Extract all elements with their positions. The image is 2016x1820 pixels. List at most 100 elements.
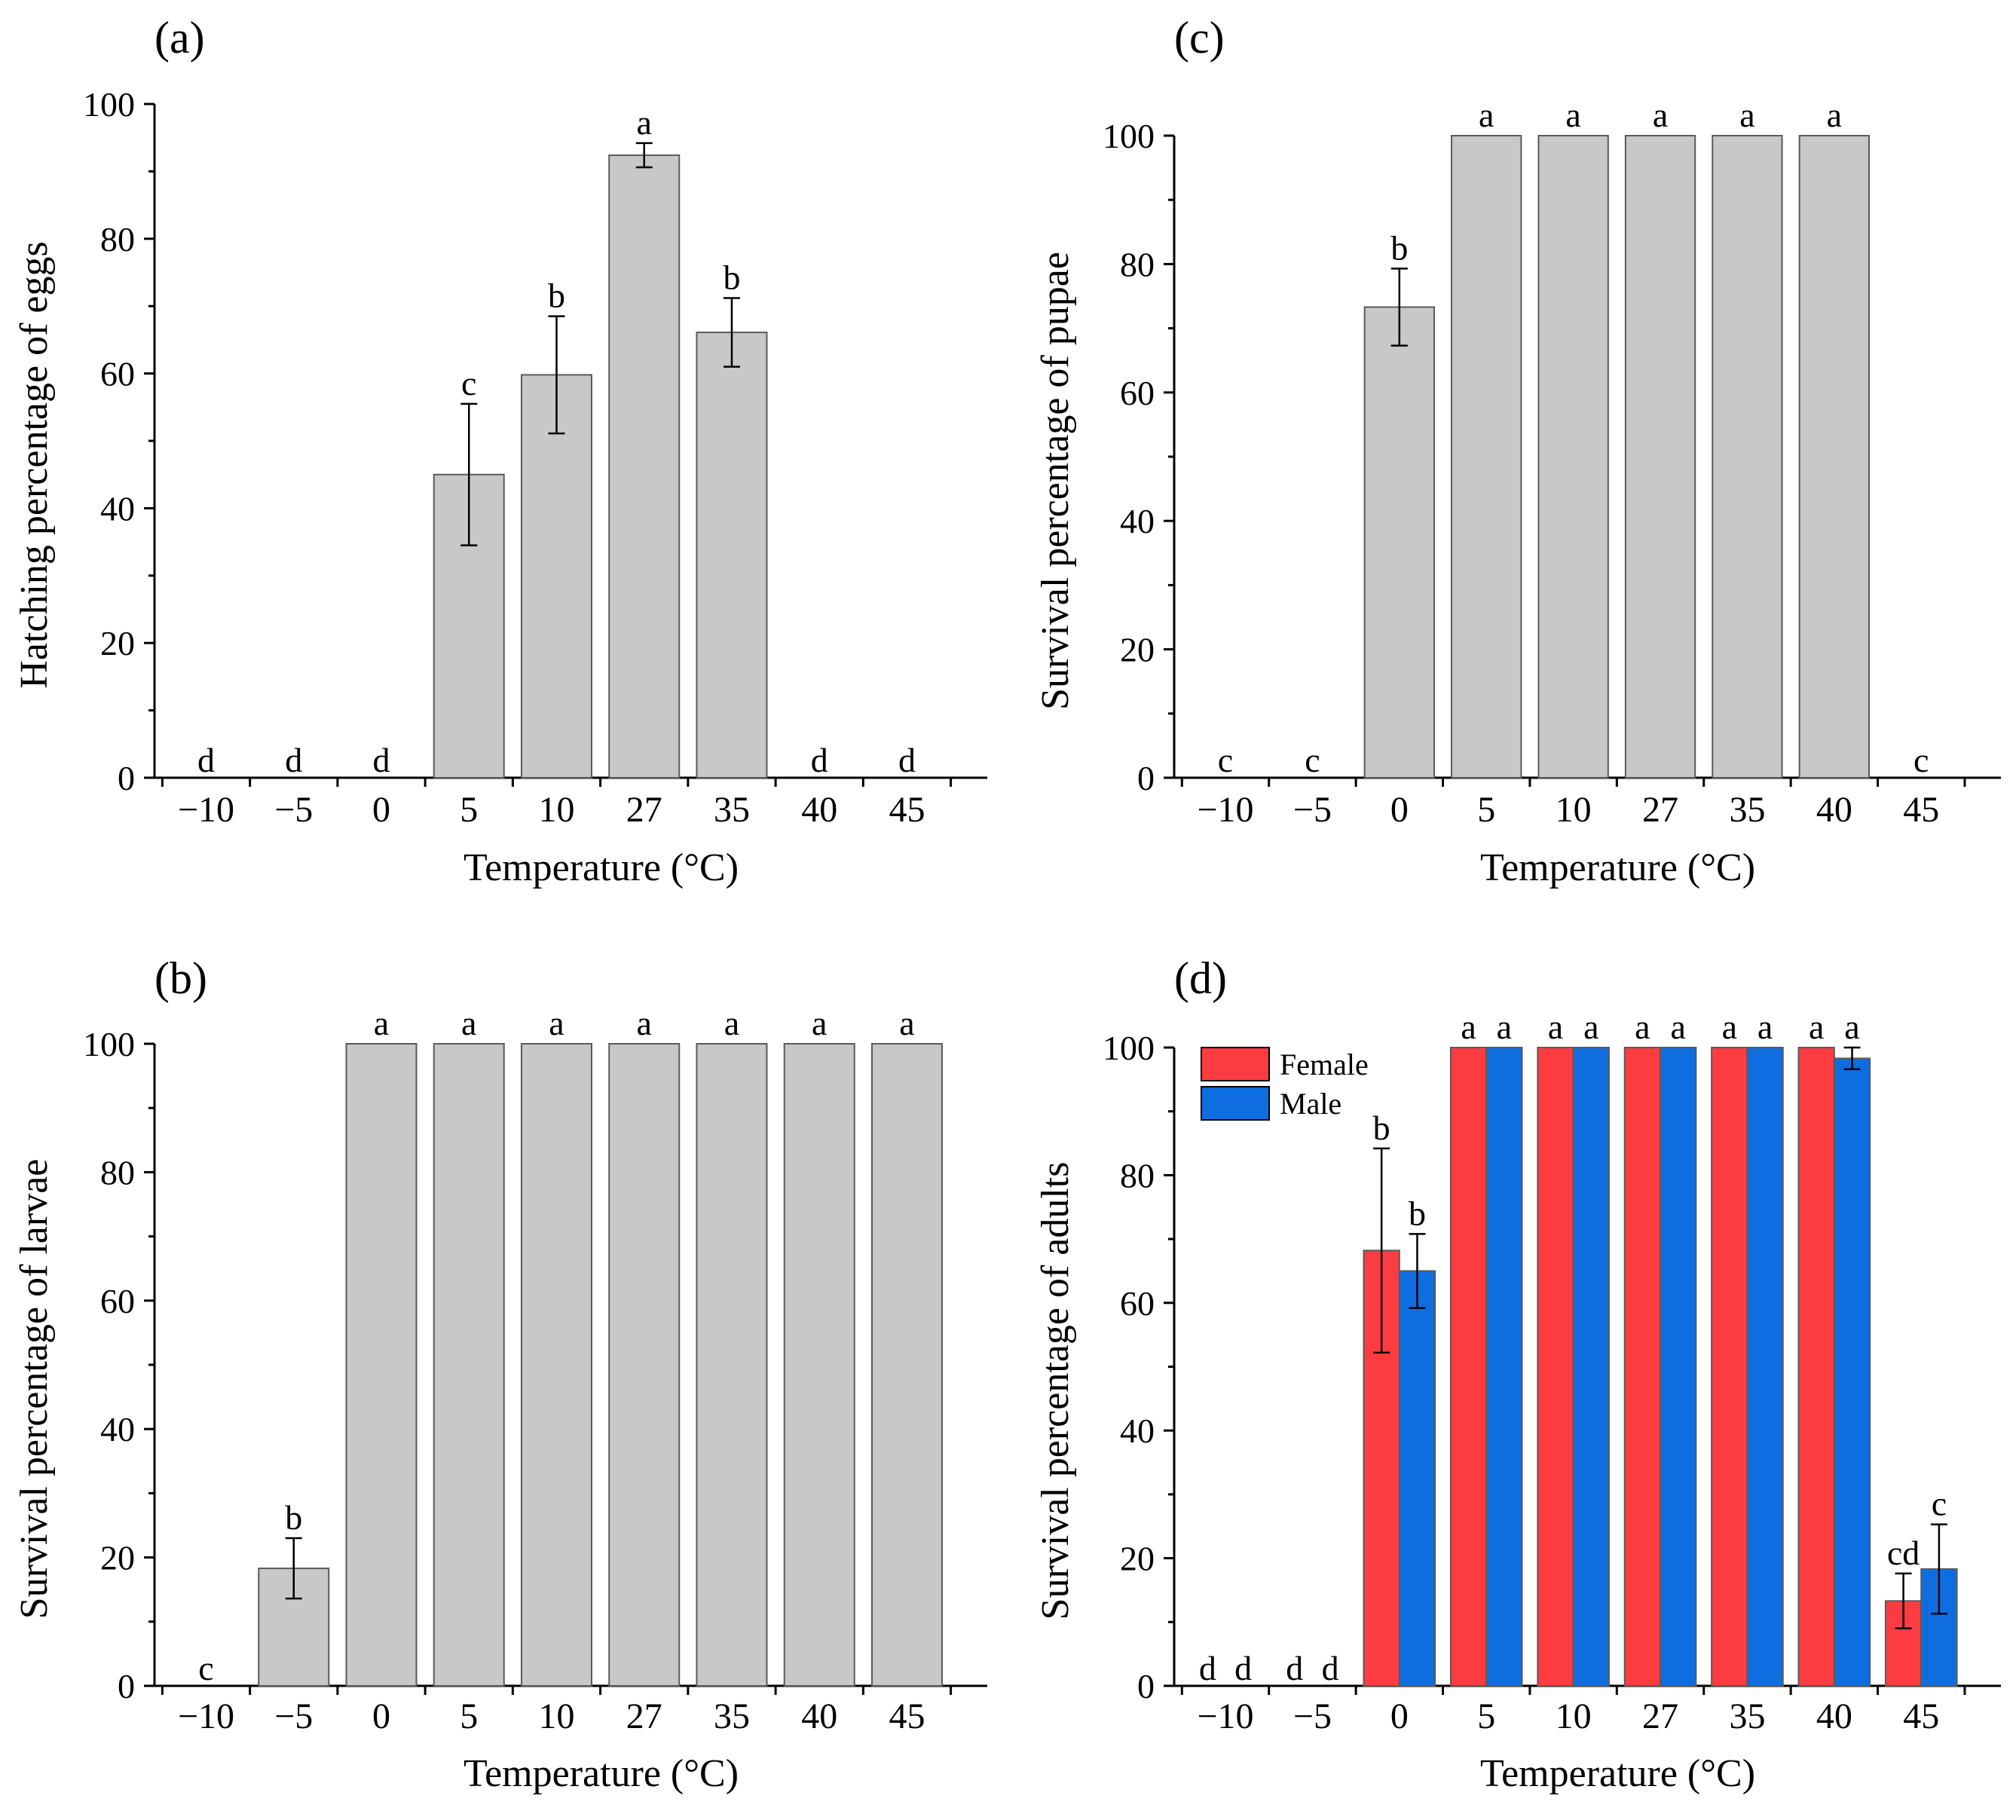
significance-letter: b [1409, 1194, 1426, 1232]
x-tick-label: 0 [372, 790, 390, 830]
y-tick-label: 100 [1103, 1029, 1155, 1067]
significance-letter: d [1199, 1649, 1216, 1687]
y-tick-label: 40 [1120, 502, 1155, 540]
x-axis-label: Temperature (°C) [463, 1752, 739, 1795]
bar [1572, 1047, 1610, 1687]
bar [1537, 135, 1609, 778]
legend-label: Male [1280, 1087, 1341, 1121]
bar [1485, 1047, 1523, 1687]
y-tick-label: 80 [100, 220, 135, 258]
x-tick-label: 0 [1390, 790, 1409, 830]
x-tick-label: 40 [801, 790, 837, 830]
x-tick-label: 27 [1642, 1696, 1678, 1736]
panel-a: (a) 0 20 40 60 80 100 −10 −5 0 5 10 27 35 40 45 d d d c b a b d… [13, 13, 987, 889]
bar [1449, 1047, 1488, 1687]
y-tick-label: 20 [1120, 631, 1155, 669]
significance-letter: a [1548, 1008, 1563, 1046]
bar [1798, 135, 1871, 778]
significance-letter: b [1373, 1109, 1390, 1147]
x-tick-label: 45 [889, 1696, 925, 1736]
significance-letter: b [548, 277, 565, 315]
significance-letter: a [899, 1004, 914, 1042]
significance-letter: c [1932, 1485, 1947, 1523]
y-tick-label: 0 [118, 1667, 135, 1705]
bar [520, 1043, 592, 1687]
panel-label: (c) [1174, 13, 1225, 63]
x-axis-label: Temperature (°C) [463, 846, 739, 889]
panel-label: (a) [154, 13, 205, 63]
significance-letter: a [724, 1004, 739, 1042]
significance-letter: a [1670, 1008, 1685, 1046]
x-axis-label: Temperature (°C) [1480, 1752, 1755, 1795]
x-tick-label: 35 [714, 790, 750, 830]
panel-b: (b) 0 20 40 60 80 100 −10 −5 0 5 10 27 35 40 45 c b a a a a a a… [13, 953, 987, 1795]
x-tick-label: −5 [274, 1696, 313, 1736]
x-tick-label: 45 [889, 790, 925, 830]
panel-c: (c) 0 20 40 60 80 100 −10 −5 0 5 10 27 35 40 45 c c b a a a a a… [1034, 13, 2001, 889]
legend-swatch [1201, 1086, 1270, 1121]
bar [1711, 1047, 1748, 1687]
significance-letter: d [1322, 1649, 1339, 1687]
y-tick-label: 20 [100, 624, 135, 662]
bar [1624, 135, 1696, 778]
significance-letter: a [1757, 1008, 1773, 1046]
x-tick-label: 35 [1729, 1696, 1765, 1736]
bar [696, 332, 768, 779]
bar [1833, 1057, 1871, 1687]
x-tick-label: 10 [1556, 790, 1592, 830]
significance-letter: a [1827, 96, 1842, 134]
significance-letter: a [374, 1004, 389, 1042]
x-tick-label: 5 [1477, 790, 1495, 830]
significance-letter: c [1914, 741, 1929, 779]
x-tick-label: 27 [1642, 790, 1678, 830]
y-tick-label: 0 [1137, 1667, 1155, 1705]
significance-letter: a [812, 1004, 827, 1042]
significance-letter: a [1461, 1008, 1476, 1046]
bar [1746, 1047, 1784, 1687]
y-axis-label: Survival percentage of pupae [1034, 252, 1077, 710]
x-tick-label: −10 [178, 1696, 234, 1736]
x-axis-label: Temperature (°C) [1480, 846, 1755, 889]
significance-letter: b [723, 258, 740, 296]
bar [1363, 306, 1435, 778]
bar [345, 1043, 418, 1687]
x-tick-label: −5 [274, 790, 313, 830]
y-tick-label: 60 [1120, 374, 1155, 412]
x-tick-label: −5 [1293, 790, 1332, 830]
bar [608, 154, 681, 779]
significance-letter: d [1286, 1649, 1303, 1687]
x-tick-label: 35 [1729, 790, 1765, 830]
x-tick-label: −10 [178, 790, 234, 830]
significance-letter: c [461, 364, 476, 402]
x-tick-label: 10 [1556, 1696, 1592, 1736]
bar [608, 1043, 681, 1687]
significance-letter: d [373, 741, 390, 779]
x-tick-label: 5 [460, 790, 478, 830]
bar [1712, 135, 1783, 778]
legend-label: Female [1280, 1048, 1369, 1081]
x-tick-label: 0 [1390, 1696, 1409, 1736]
legend-swatch [1201, 1047, 1270, 1081]
x-tick-label: 27 [626, 790, 662, 830]
significance-letter: b [285, 1498, 302, 1537]
y-tick-label: 0 [118, 759, 135, 797]
significance-letter: a [1653, 96, 1668, 134]
x-tick-label: 40 [1816, 1696, 1852, 1736]
bar [1797, 1047, 1835, 1687]
panel-label: (d) [1174, 953, 1227, 1003]
y-tick-label: 40 [100, 1410, 135, 1448]
significance-letter: a [549, 1004, 564, 1042]
y-tick-label: 60 [100, 1282, 135, 1320]
y-tick-label: 80 [1120, 1156, 1155, 1194]
y-tick-label: 20 [100, 1539, 135, 1577]
significance-letter: a [1844, 1008, 1859, 1046]
significance-letter: a [1565, 96, 1580, 134]
significance-letter: d [197, 741, 215, 779]
legend: Female Male [1201, 1047, 1369, 1121]
significance-letter: cd [1887, 1534, 1920, 1572]
bar [1398, 1270, 1436, 1687]
significance-letter: c [1305, 741, 1320, 779]
panel-label: (b) [154, 953, 207, 1003]
